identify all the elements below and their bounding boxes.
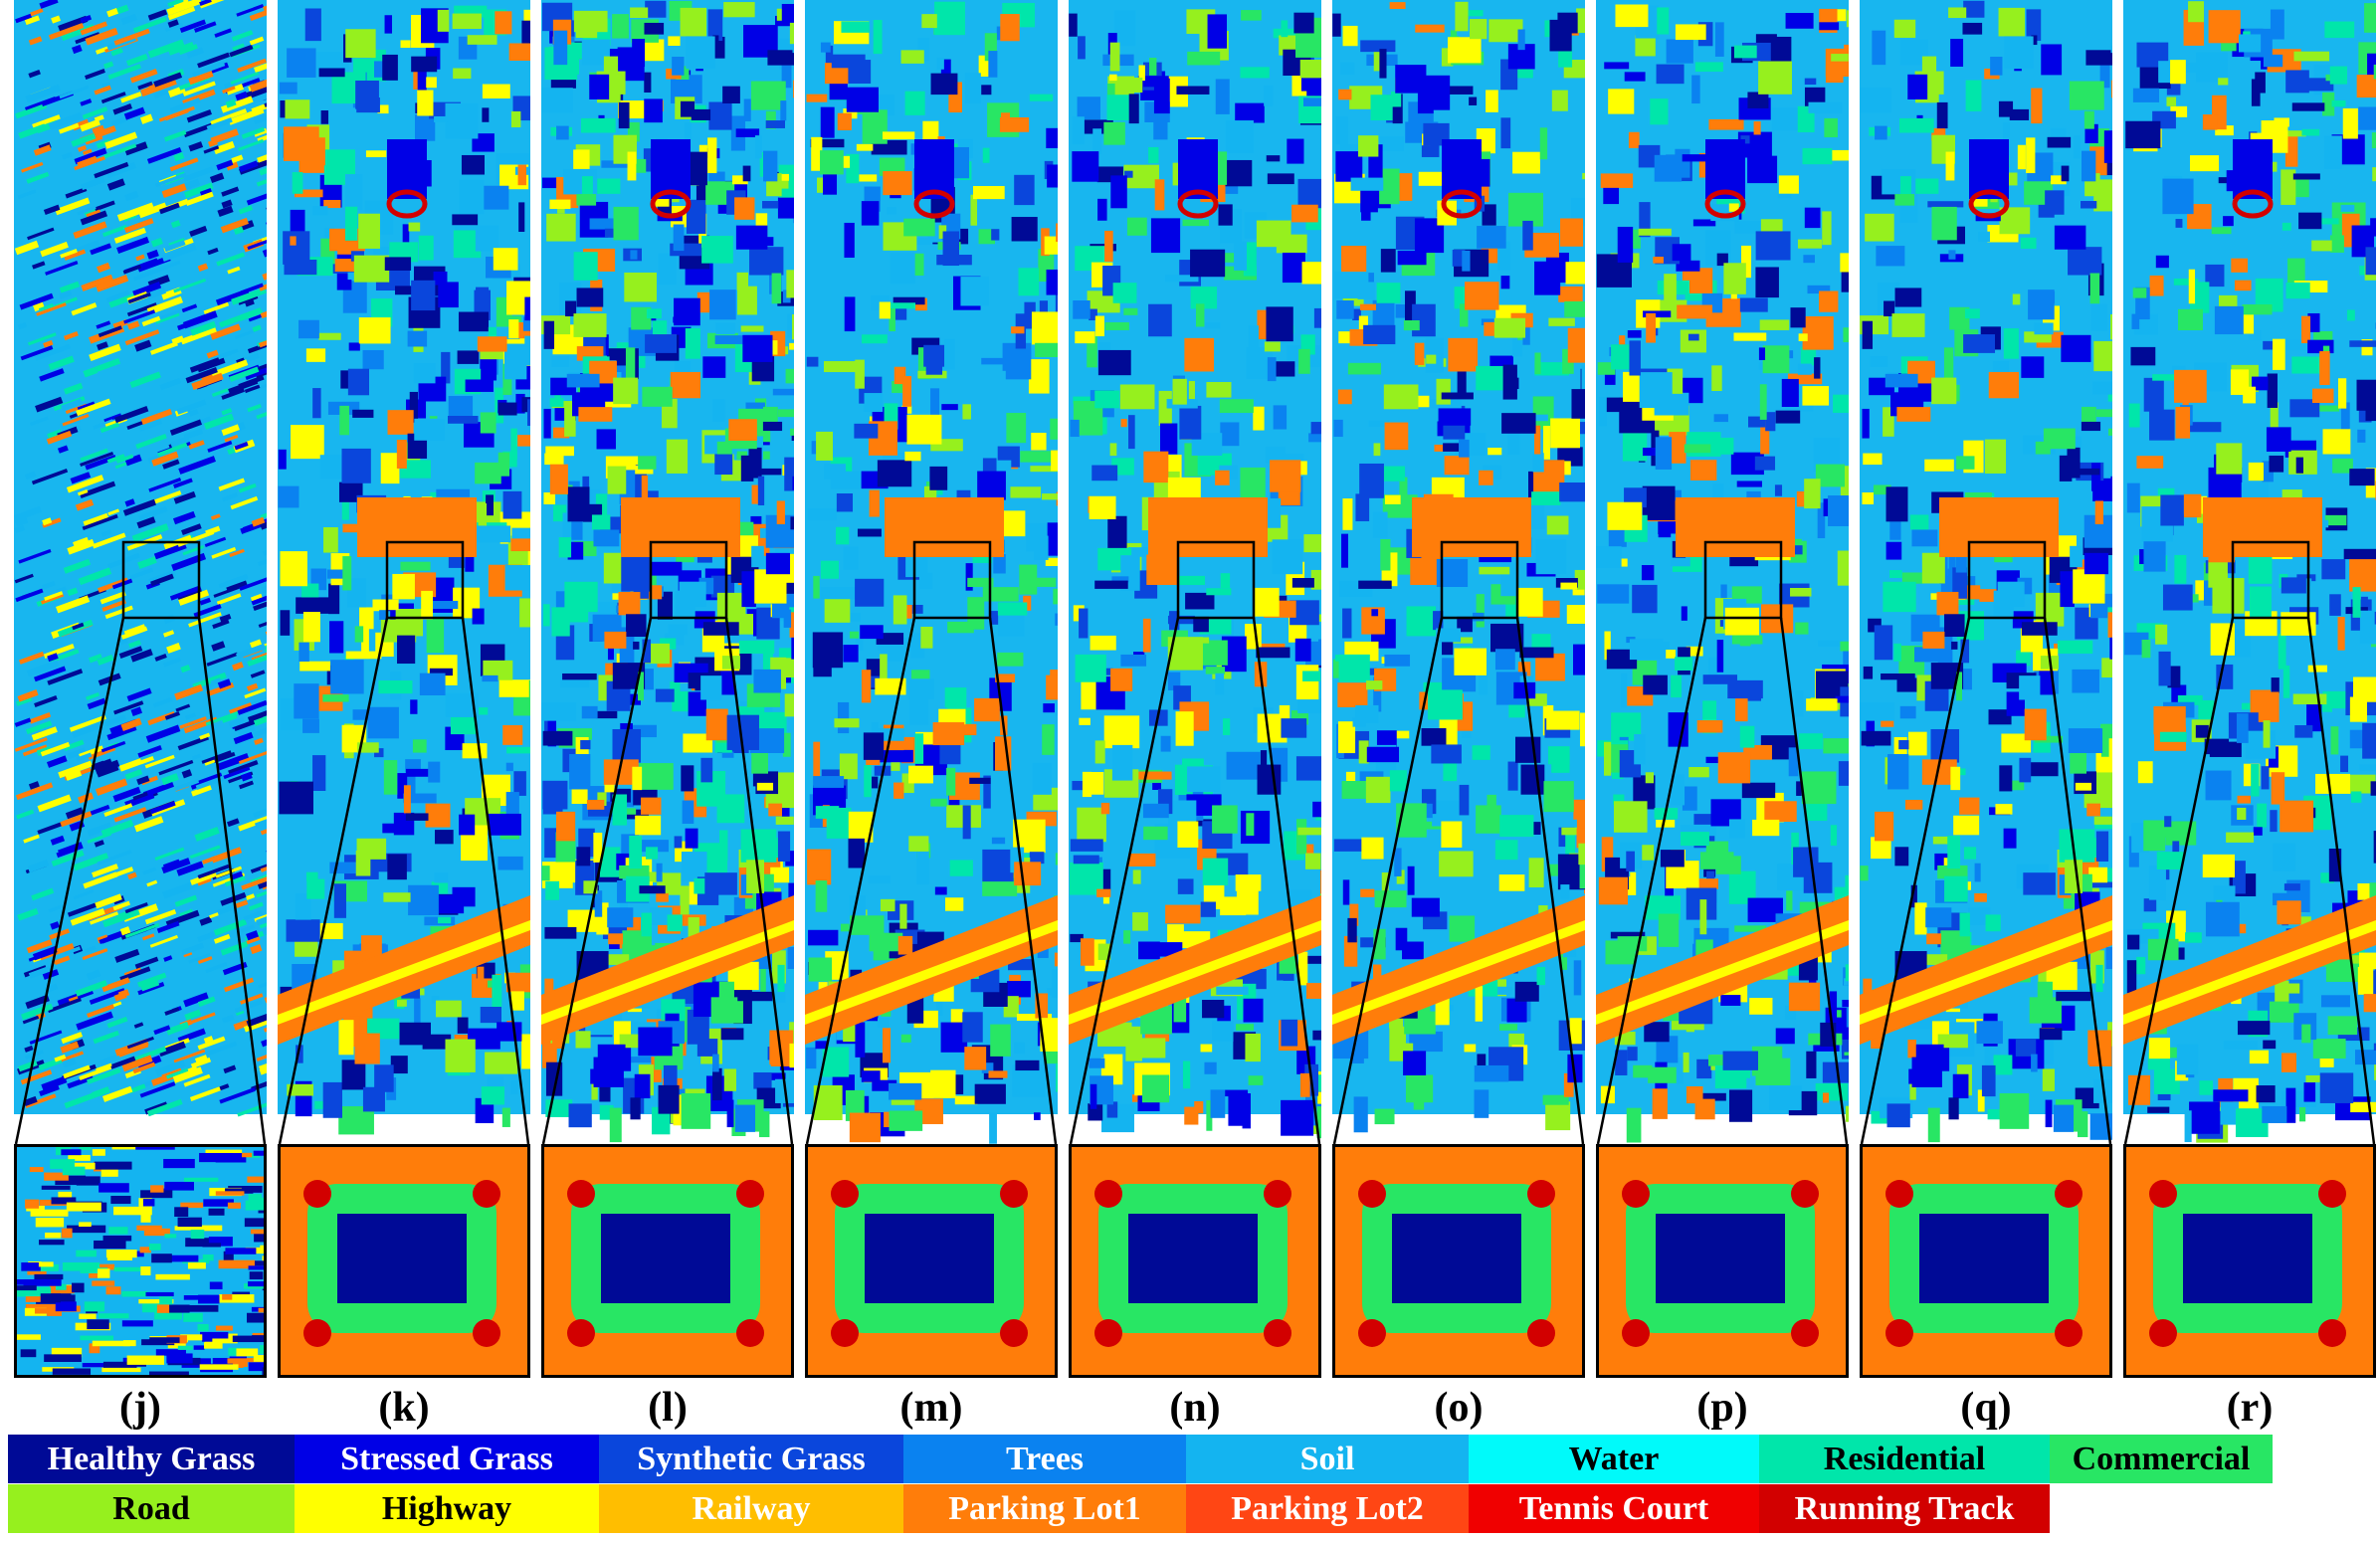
panel-o-map	[1332, 0, 1585, 1378]
legend-item-highway: Highway	[295, 1484, 599, 1533]
legend-item-synthetic-grass: Synthetic Grass	[599, 1435, 903, 1483]
panel-n-map	[1069, 0, 1321, 1378]
panel-l-map	[541, 0, 794, 1378]
panel-k	[278, 0, 530, 1383]
legend-item-road: Road	[8, 1484, 295, 1533]
panel-l	[541, 0, 794, 1383]
panel-label-o: (o)	[1434, 1385, 1484, 1431]
panel-label-q: (q)	[1960, 1385, 2012, 1431]
panel-r-map	[2123, 0, 2376, 1378]
panel-j-map	[14, 0, 267, 1378]
panel-o	[1332, 0, 1585, 1383]
panel-label-n: (n)	[1169, 1385, 1221, 1431]
panel-label-r: (r)	[2226, 1385, 2274, 1431]
panel-m-map	[805, 0, 1058, 1378]
panel-r	[2123, 0, 2376, 1383]
legend-item-water: Water	[1469, 1435, 1759, 1483]
legend-item-healthy-grass: Healthy Grass	[8, 1435, 295, 1483]
legend-item-commercial: Commercial	[2050, 1435, 2273, 1483]
panel-p	[1596, 0, 1849, 1383]
panel-q-map	[1860, 0, 2112, 1378]
panel-label-k: (k)	[378, 1385, 430, 1431]
panel-p-map	[1596, 0, 1849, 1378]
panel-q	[1860, 0, 2112, 1383]
legend-item-trees: Trees	[903, 1435, 1186, 1483]
legend-item-railway: Railway	[599, 1484, 903, 1533]
panel-k-map	[278, 0, 530, 1378]
classification-maps	[14, 0, 2376, 1383]
panel-j	[14, 0, 267, 1383]
panel-label-p: (p)	[1696, 1385, 1748, 1431]
panel-m	[805, 0, 1058, 1383]
panel-label-l: (l)	[648, 1385, 688, 1431]
legend-item-stressed-grass: Stressed Grass	[295, 1435, 599, 1483]
legend-item-parking-lot2: Parking Lot2	[1186, 1484, 1469, 1533]
panel-label-j: (j)	[119, 1385, 161, 1431]
legend-item-residential: Residential	[1759, 1435, 2050, 1483]
panel-n	[1069, 0, 1321, 1383]
legend-item-parking-lot1: Parking Lot1	[903, 1484, 1186, 1533]
panel-label-m: (m)	[899, 1385, 963, 1431]
legend-item-tennis-court: Tennis Court	[1469, 1484, 1759, 1533]
legend-item-running-track: Running Track	[1759, 1484, 2050, 1533]
legend-item-soil: Soil	[1186, 1435, 1469, 1483]
class-legend: Healthy Grass Stressed Grass Synthetic Gra…	[8, 1435, 2376, 1534]
